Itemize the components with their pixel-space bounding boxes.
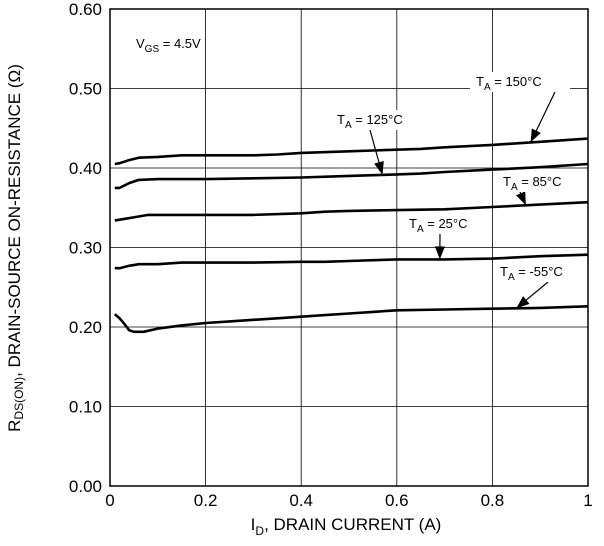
label-bg-150: [470, 72, 570, 92]
y-tick-label: 0.50: [69, 80, 102, 99]
label-25: TA = 25°C: [409, 216, 468, 235]
label-85: TA = 85°C: [503, 174, 562, 193]
arrow-head-4: [516, 296, 530, 309]
vgs-annotation: VGS = 4.5V: [136, 36, 201, 55]
label-150: TA = 150°C: [476, 74, 542, 93]
series-line-1: [114, 162, 589, 190]
label-arrows: [369, 91, 556, 309]
series-line-0: [114, 137, 589, 166]
x-tick-label: 0.6: [385, 491, 409, 510]
label-bg-m55: [494, 262, 582, 282]
arrow-head-2: [516, 191, 526, 206]
plot-frame: [109, 8, 589, 487]
y-tick-label: 0.60: [69, 0, 102, 19]
x-tick-label: 0: [105, 491, 114, 510]
series-line-2: [114, 200, 589, 222]
label-bg-125: [332, 110, 424, 130]
series-lines: [113, 137, 589, 334]
series-labels: TA = 150°C TA = 125°C TA = 85°C TA = 25°…: [332, 72, 583, 283]
arrow-head-0: [530, 128, 541, 143]
label-bg-25: [403, 214, 485, 234]
x-tick-label: 0.2: [194, 491, 218, 510]
y-tick-label: 0.00: [69, 477, 102, 496]
y-tick-label: 0.40: [69, 159, 102, 178]
y-tick-label: 0.10: [69, 398, 102, 417]
tick-labels: 0 0.2 0.4 0.6 0.8 1 0.00 0.10 0.20 0.30 0.40 0.50 0.…: [69, 0, 593, 510]
x-tick-label: 1: [583, 491, 592, 510]
arrow-head-3: [434, 246, 445, 260]
y-tick-label: 0.30: [69, 239, 102, 258]
x-axis-label: ID, DRAIN CURRENT (A): [251, 515, 442, 538]
x-tick-label: 0.8: [481, 491, 505, 510]
x-tick-label: 0.4: [289, 491, 313, 510]
y-tick-label: 0.20: [69, 318, 102, 337]
series-line-3: [114, 253, 589, 270]
y-axis-label: RDS(ON), DRAIN-SOURCE ON-RESISTANCE (Ω): [5, 64, 26, 432]
series-line-4: [113, 305, 589, 334]
label-125: TA = 125°C: [337, 112, 403, 131]
label-bg-85: [497, 172, 583, 192]
label-m55: TA = -55°C: [500, 264, 563, 283]
arrow-head-1: [374, 160, 384, 175]
